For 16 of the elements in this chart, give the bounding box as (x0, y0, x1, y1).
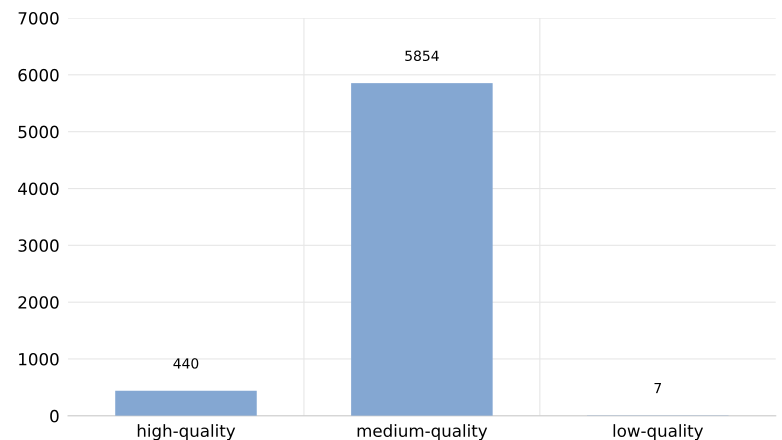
y-tick-label: 3000 (18, 239, 59, 252)
bar (351, 83, 493, 416)
data-label: 440 (173, 358, 198, 369)
x-tick-label: low-quality (614, 424, 704, 440)
y-tick-label: 7000 (18, 12, 59, 25)
y-tick-label: 6000 (18, 68, 59, 82)
bar (115, 390, 257, 416)
data-label: 5854 (405, 50, 439, 62)
y-tick-label: 0 (50, 410, 59, 422)
y-tick-label: 4000 (18, 182, 59, 196)
y-tick-label: 2000 (18, 296, 59, 309)
x-tick-label: medium-quality (358, 424, 488, 440)
x-tick-label: high-quality (138, 424, 236, 440)
y-tick-label: 1000 (19, 352, 59, 366)
y-tick-label: 5000 (18, 126, 59, 138)
data-label: 7 (654, 382, 662, 394)
